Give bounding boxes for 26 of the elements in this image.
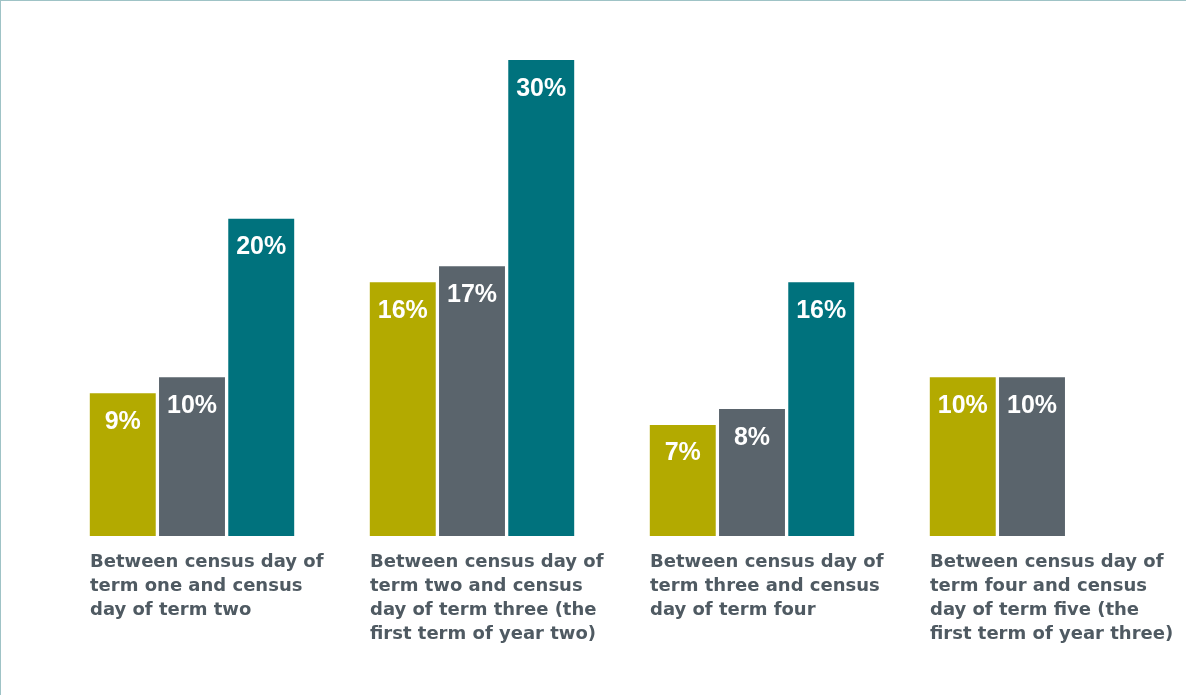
bar [508,60,575,536]
data-label: 16% [377,294,428,323]
data-label: 20% [236,231,287,260]
data-label: 17% [446,278,498,307]
data-label: 9% [104,405,141,434]
bar [89,393,156,536]
bar [369,282,436,536]
x-tick-label: Between census day of term two and census day of term three (the first term of year two) [370,549,610,643]
bar [719,409,785,536]
bar [649,424,716,536]
x-tick-label: Between census day of term four and census day of term five (the first term of year three) [930,549,1174,643]
data-label: 16% [796,294,847,323]
data-label: 10% [1006,389,1058,418]
data-label: 8% [733,421,771,450]
bar [159,377,225,536]
x-tick-label: Between census day of term three and census day of term four [650,549,890,619]
bar [788,282,855,536]
x-tick-label: Between census day of term one and census day of term two [90,549,330,619]
data-label: 10% [166,389,218,418]
bar [929,377,996,536]
data-label: 30% [516,72,567,101]
data-label: 7% [664,437,701,466]
bar [228,218,295,536]
data-label: 10% [937,389,988,418]
bar [439,266,505,536]
bar [999,377,1065,536]
